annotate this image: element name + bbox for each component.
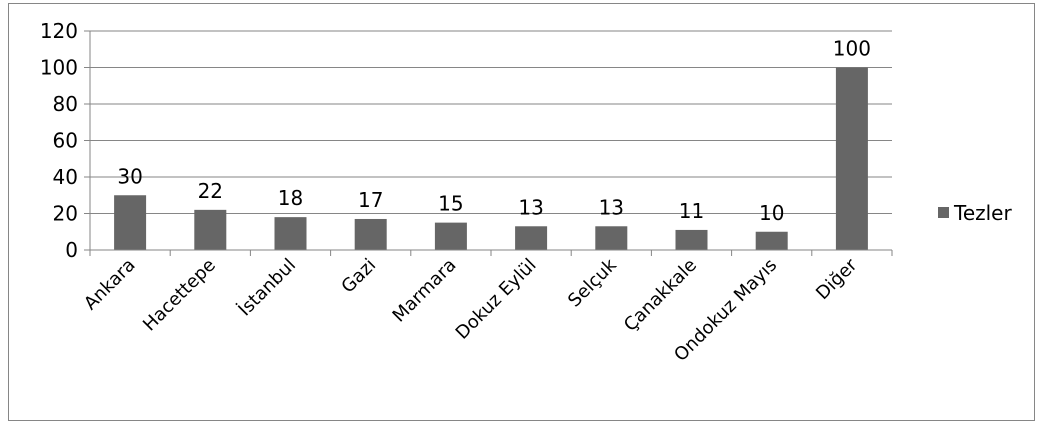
axes <box>89 31 893 256</box>
data-label: 22 <box>198 179 223 203</box>
y-tick-label: 20 <box>53 202 78 226</box>
legend: Tezler <box>938 201 1012 225</box>
legend-swatch-tezler <box>938 207 949 218</box>
bar <box>194 209 227 250</box>
legend-label-tezler: Tezler <box>953 201 1012 225</box>
bars <box>114 67 868 250</box>
data-label: 11 <box>679 199 704 223</box>
data-label: 30 <box>117 164 142 188</box>
y-tick-label: 120 <box>40 19 78 43</box>
y-tick-label: 80 <box>53 92 78 116</box>
bar <box>675 229 708 250</box>
bar <box>755 231 788 250</box>
x-tick-label: Dokuz Eylül <box>452 255 541 344</box>
x-tick-label: Hacettepe <box>139 255 220 336</box>
data-label: 13 <box>518 195 543 219</box>
x-tick-labels: Ankara Hacettepe İstanbul Gazi MarmaraDokuz … <box>80 254 862 365</box>
x-tick-label: Çanakkale <box>620 255 701 336</box>
x-tick-label: İstanbul <box>234 255 300 321</box>
bar <box>114 195 147 250</box>
bar <box>434 222 467 250</box>
data-label: 15 <box>438 192 463 216</box>
bar <box>274 217 307 250</box>
data-label: 100 <box>833 37 871 61</box>
y-tick-label: 0 <box>65 238 78 262</box>
y-tick-labels: 0 20 40 60 80 100 120 <box>40 19 78 262</box>
y-tick-label: 40 <box>53 165 78 189</box>
data-label: 17 <box>358 188 383 212</box>
bar <box>515 226 548 250</box>
x-tick-label: Selçuk <box>564 254 621 311</box>
x-tick-label: Marmara <box>389 255 461 327</box>
data-label: 10 <box>759 201 784 225</box>
x-tick-label: Ankara <box>80 255 140 315</box>
bar <box>354 218 387 250</box>
data-label: 18 <box>278 186 303 210</box>
data-labels: 30 22 18 17 15 13 13 11 10 100 <box>117 37 871 225</box>
x-tick-label: Gazi <box>337 255 380 298</box>
y-tick-label: 60 <box>53 129 78 153</box>
x-tick-label: Diğer <box>812 254 862 304</box>
data-label: 13 <box>599 195 624 219</box>
bar <box>595 226 628 250</box>
y-tick-label: 100 <box>40 56 78 80</box>
bar <box>835 67 868 250</box>
